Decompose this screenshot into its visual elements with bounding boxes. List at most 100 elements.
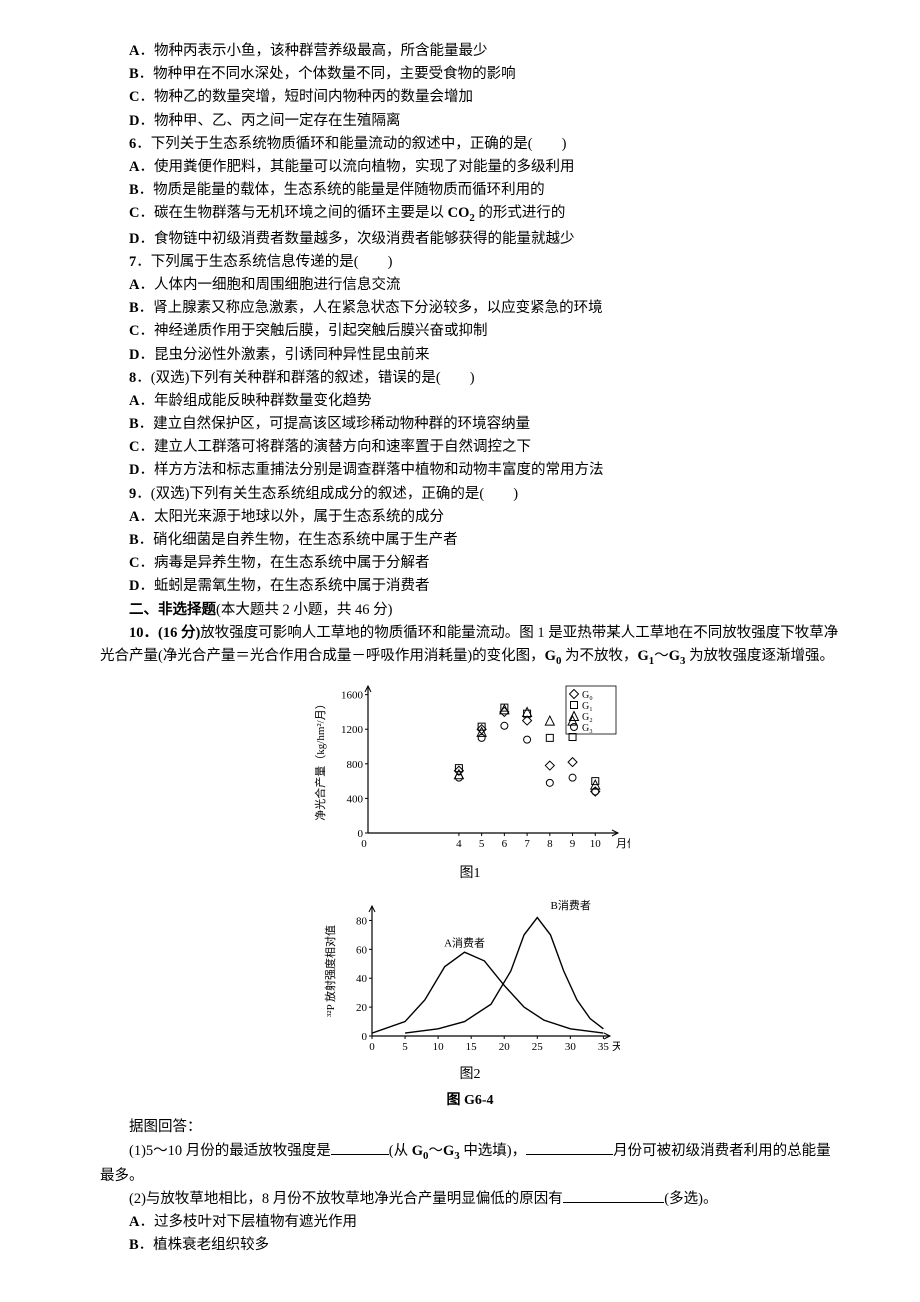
chart1-svg: 040080012001600045678910月份净光合产量（kg/hm²/月… [310, 676, 630, 861]
blank-fill[interactable] [331, 1154, 389, 1155]
choice-line: D．样方方法和标志重捕法分别是调查群落中植物和动物丰富度的常用方法 [100, 459, 840, 482]
choice-text: ．使用粪便作肥料，其能量可以流向植物，实现了对能量的多级利用 [139, 159, 574, 175]
choice-line: C．病毒是异养生物，在生态系统中属于分解者 [100, 552, 840, 575]
q7-stem-text: ．下列属于生态系统信息传递的是( ) [136, 254, 392, 270]
g1-g: G [638, 648, 649, 664]
choice-line: C．神经递质作用于突触后膜，引起突触后膜兴奋或抑制 [100, 320, 840, 343]
choice-text-post: 的形式进行的 [475, 205, 566, 221]
svg-text:6: 6 [502, 838, 508, 850]
figure-2-sublabel: 图2 [100, 1064, 840, 1086]
choice-label: D [129, 462, 139, 478]
choice-label: D [129, 578, 139, 594]
q10-para1: 10．(16 分)放牧强度可影响人工草地的物质循环和能量流动。图 1 是亚热带某… [100, 622, 840, 670]
choice-text: ．样方方法和标志重捕法分别是调查群落中植物和动物丰富度的常用方法 [139, 462, 603, 478]
q6-stem-text: ．下列关于生态系统物质循环和能量流动的叙述中，正确的是( ) [136, 136, 566, 152]
choice-text: ．肾上腺素又称应急激素，人在紧急状态下分泌较多，以应变紧急的环境 [139, 300, 603, 316]
svg-text:15: 15 [466, 1041, 478, 1053]
choice-line: D．食物链中初级消费者数量越多，次级消费者能够获得的能量就越少 [100, 228, 840, 251]
svg-text:G₃: G₃ [582, 723, 593, 734]
choice-line: A．使用粪便作肥料，其能量可以流向植物，实现了对能量的多级利用 [100, 156, 840, 179]
q9-stem: 9．(双选)下列有关生态系统组成成分的叙述，正确的是( ) [100, 483, 840, 506]
svg-text:0: 0 [362, 1031, 368, 1043]
svg-text:1200: 1200 [341, 724, 364, 736]
choice-text: ．物种乙的数量突增，短时间内物种丙的数量会增加 [139, 89, 473, 105]
choice-text: ．物种甲在不同水深处，个体数量不同，主要受食物的影响 [139, 66, 516, 82]
svg-text:400: 400 [347, 794, 364, 806]
choice-text: ．年龄组成能反映种群数量变化趋势 [139, 393, 371, 409]
choice-line: B．物种甲在不同水深处，个体数量不同，主要受食物的影响 [100, 63, 840, 86]
q10-ask: 据图回答： [100, 1116, 840, 1139]
blank-fill[interactable] [526, 1154, 613, 1155]
svg-text:10: 10 [433, 1041, 445, 1053]
q10-tail1: 为放牧强度逐渐增强。 [685, 648, 834, 664]
svg-text:G₁: G₁ [582, 701, 593, 712]
choice-text: ．太阳光来源于地球以外，属于生态系统的成分 [139, 509, 444, 525]
choice-text: ．物种甲、乙、丙之间一定存在生殖隔离 [139, 113, 400, 129]
q7-stem: 7．下列属于生态系统信息传递的是( ) [100, 251, 840, 274]
svg-text:20: 20 [499, 1041, 511, 1053]
chart2-svg: 02040608005101520253035天³²P 放射强度相对值A消费者B… [320, 892, 620, 1062]
svg-text:60: 60 [356, 944, 368, 956]
choice-line: D．昆虫分泌性外激素，引诱同种异性昆虫前来 [100, 344, 840, 367]
svg-text:G₂: G₂ [582, 712, 593, 723]
svg-text:0: 0 [369, 1041, 375, 1053]
p1-g0: G0 [412, 1143, 429, 1159]
svg-text:天: 天 [612, 1041, 620, 1053]
choice-line: A．人体内一细胞和周围细胞进行信息交流 [100, 274, 840, 297]
choice-line: D．蚯蚓是需氧生物，在生态系统中属于消费者 [100, 575, 840, 598]
choice-line: B．硝化细菌是自养生物，在生态系统中属于生产者 [100, 529, 840, 552]
q6-stem: 6．下列关于生态系统物质循环和能量流动的叙述中，正确的是( ) [100, 133, 840, 156]
svg-text:8: 8 [547, 838, 553, 850]
choice-label: D [129, 231, 139, 247]
choice-label: C [129, 439, 139, 455]
choice-label: C [129, 323, 139, 339]
choice-label: B [129, 300, 139, 316]
choice-text: ．病毒是异养生物，在生态系统中属于分解者 [139, 555, 429, 571]
svg-text:10: 10 [590, 838, 602, 850]
choice-line: A．太阳光来源于地球以外，属于生态系统的成分 [100, 506, 840, 529]
choice-label: B [129, 416, 139, 432]
section-2-header: 二、非选择题(本大题共 2 小题，共 46 分) [100, 599, 840, 622]
g3: G3 [669, 648, 686, 664]
co2: CO2 [448, 205, 475, 221]
svg-text:800: 800 [347, 759, 364, 771]
svg-text:20: 20 [356, 1002, 368, 1014]
q10-p1-pre: (1)5～10 月份的最适放牧强度是 [129, 1143, 331, 1159]
blank-fill[interactable] [563, 1202, 665, 1203]
q9-stem-text: ．(双选)下列有关生态系统组成成分的叙述，正确的是( ) [136, 486, 518, 502]
choice-line: C．建立人工群落可将群落的演替方向和速率置于自然调控之下 [100, 436, 840, 459]
choice-label: A [129, 277, 139, 293]
q10-part2: (2)与放牧草地相比，8 月份不放牧草地净光合产量明显偏低的原因有(多选)。 [100, 1188, 840, 1211]
g0-g: G [545, 648, 556, 664]
choice-label: A [129, 393, 139, 409]
choice-label: A [129, 1214, 139, 1230]
svg-text:4: 4 [456, 838, 462, 850]
choice-label: D [129, 113, 139, 129]
choice-label: A [129, 509, 139, 525]
svg-text:0: 0 [361, 838, 367, 850]
choice-label: A [129, 43, 139, 59]
choice-line: B．建立自然保护区，可提高该区域珍稀动物种群的环境容纳量 [100, 413, 840, 436]
tilde: ～ [654, 648, 669, 664]
p1-g0-g: G [412, 1143, 423, 1159]
svg-text:5: 5 [479, 838, 485, 850]
section-2-pre: 二、非选择题 [129, 602, 216, 618]
svg-text:月份: 月份 [616, 837, 630, 850]
svg-text:30: 30 [565, 1041, 577, 1053]
figure-1-label: 图1 [100, 863, 840, 885]
g3-g: G [669, 648, 680, 664]
choice-text: ．过多枝叶对下层植物有遮光作用 [139, 1214, 357, 1230]
p1-tilde: ～ [428, 1143, 443, 1159]
choice-text: ．神经递质作用于突触后膜，引起突触后膜兴奋或抑制 [139, 323, 487, 339]
svg-text:B消费者: B消费者 [551, 898, 591, 912]
choice-line: D．物种甲、乙、丙之间一定存在生殖隔离 [100, 110, 840, 133]
q10-part1: (1)5～10 月份的最适放牧强度是(从 G0～G3 中选填)，月份可被初级消费… [100, 1140, 840, 1188]
figure-2-biglabel: 图 G6-4 [100, 1090, 840, 1112]
svg-text:5: 5 [402, 1041, 408, 1053]
svg-text:7: 7 [524, 838, 530, 850]
figure-1: 040080012001600045678910月份净光合产量（kg/hm²/月… [100, 676, 840, 885]
choice-text: ．硝化细菌是自养生物，在生态系统中属于生产者 [139, 532, 458, 548]
choice-label: A [129, 159, 139, 175]
choice-line: B．肾上腺素又称应急激素，人在紧急状态下分泌较多，以应变紧急的环境 [100, 297, 840, 320]
co2-pre: CO [448, 205, 470, 221]
